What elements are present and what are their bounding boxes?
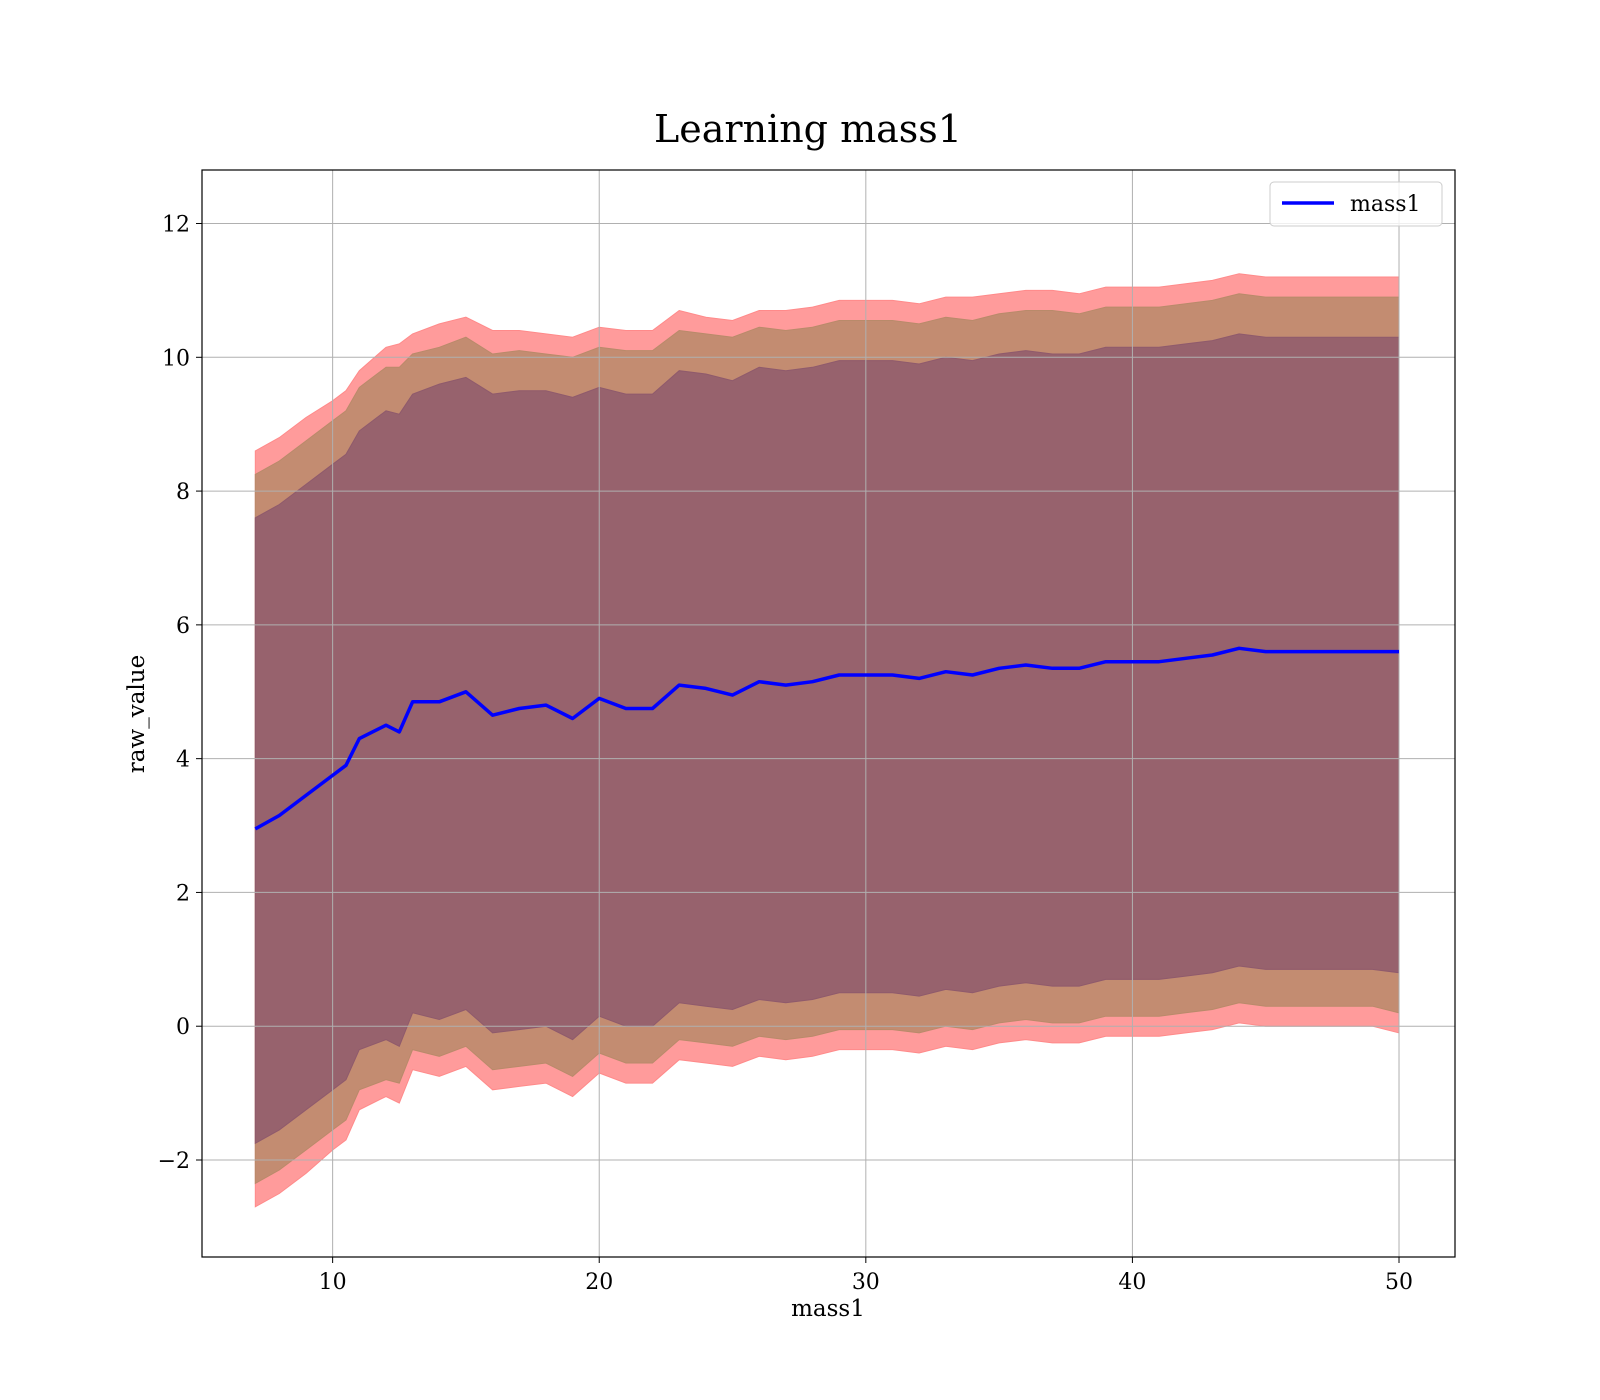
chart-title: Learning mass1 bbox=[654, 107, 962, 151]
legend-box bbox=[1269, 181, 1443, 227]
x-axis-ticks: 10 20 30 40 50 bbox=[319, 1257, 1413, 1295]
series-line-mass1 bbox=[254, 646, 1399, 831]
x-tick-label: 10 bbox=[319, 1270, 347, 1295]
series-lines bbox=[254, 646, 1399, 831]
x-axis-label: mass1 bbox=[791, 1296, 865, 1322]
y-tick-label: 0 bbox=[176, 1015, 190, 1040]
y-tick-label: −2 bbox=[158, 1149, 190, 1174]
grid-lines bbox=[202, 170, 1455, 1257]
y-tick-label: 4 bbox=[176, 748, 190, 773]
y-axis-ticks: −2 0 2 4 6 8 10 12 bbox=[158, 213, 202, 1174]
legend: mass1 bbox=[1269, 181, 1443, 227]
legend-entry-mass1: mass1 bbox=[1350, 192, 1421, 217]
x-tick-label: 30 bbox=[852, 1270, 880, 1295]
y-tick-label: 10 bbox=[162, 346, 190, 371]
y-tick-label: 12 bbox=[162, 213, 190, 238]
x-tick-label: 20 bbox=[585, 1270, 613, 1295]
y-tick-label: 8 bbox=[176, 480, 190, 505]
plot-frame bbox=[201, 169, 1456, 1258]
y-tick-label: 2 bbox=[176, 881, 190, 906]
plot-area bbox=[201, 169, 1456, 1258]
x-tick-label: 40 bbox=[1118, 1270, 1146, 1295]
y-axis-label: raw_value bbox=[124, 655, 150, 773]
x-tick-label: 50 bbox=[1385, 1270, 1413, 1295]
y-tick-label: 6 bbox=[176, 614, 190, 639]
band-group bbox=[254, 273, 1400, 1208]
